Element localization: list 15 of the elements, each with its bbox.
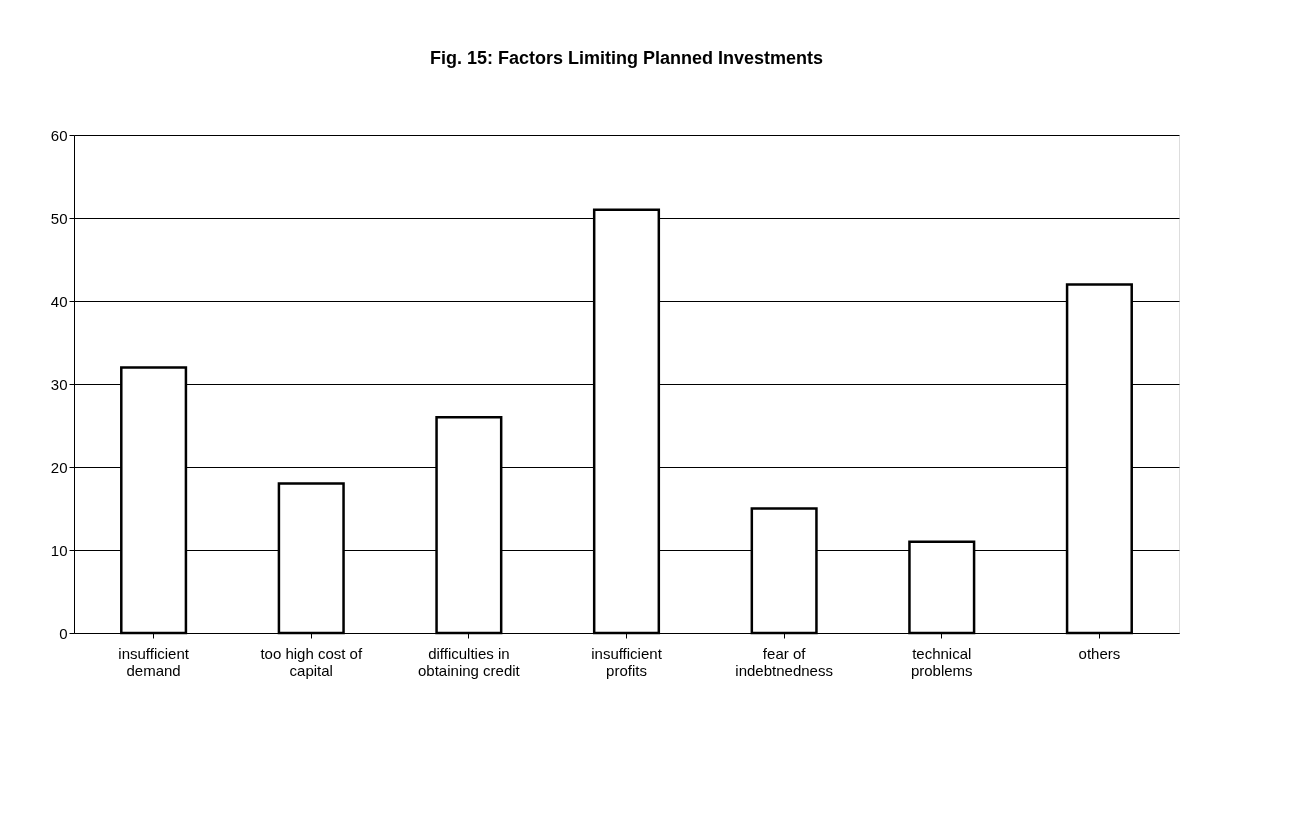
y-tick-label: 40 [50, 292, 68, 310]
x-tick-label: insufficient demand [118, 644, 190, 679]
x-tick-label: technical problems [910, 644, 973, 679]
y-tick-label: 10 [50, 541, 68, 559]
x-tick-label: insufficient profits [591, 644, 663, 679]
x-tick-label: too high cost of capital [260, 644, 363, 679]
x-tick-label: fear of indebtnedness [735, 644, 833, 679]
y-tick-label: 60 [50, 126, 68, 144]
y-tick-label: 50 [50, 209, 68, 227]
chart-title: Fig. 15: Factors Limiting Planned Investments [429, 48, 824, 68]
x-tick-label: difficulties in obtaining credit [418, 644, 521, 679]
y-tick-label: 0 [59, 624, 68, 642]
y-tick-label: 20 [50, 458, 68, 476]
x-tick-label: others [1078, 644, 1121, 662]
y-tick-label: 30 [50, 375, 68, 393]
